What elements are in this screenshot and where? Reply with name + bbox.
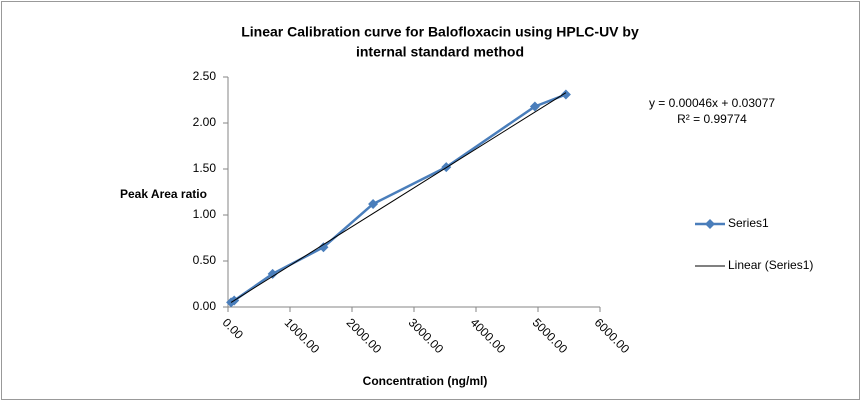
y-tick-label: 1.50: [193, 161, 217, 175]
data-point: [368, 198, 379, 209]
legend-marker: [705, 219, 715, 229]
series-line: [230, 92, 567, 303]
y-tick-label: 1.00: [193, 207, 217, 221]
chart-title: internal standard method: [356, 44, 524, 60]
y-tick-label: 2.50: [193, 69, 217, 83]
chart-title: Linear Calibration curve for Balofloxaci…: [241, 24, 639, 40]
y-axis-title: Peak Area ratio: [120, 187, 207, 201]
data-point: [529, 101, 540, 112]
trend-equation: y = 0.00046x + 0.03077: [649, 96, 775, 110]
y-tick-label: 0.00: [193, 299, 217, 313]
data-point: [318, 242, 329, 253]
x-axis-title: Concentration (ng/ml): [363, 374, 488, 388]
data-point: [267, 268, 278, 279]
data-point: [560, 89, 571, 100]
trend-r-squared: R² = 0.99774: [677, 112, 747, 126]
legend-label: Linear (Series1): [728, 258, 813, 272]
legend-label: Series1: [728, 216, 769, 230]
y-tick-label: 0.50: [193, 253, 217, 267]
y-tick-label: 2.00: [193, 115, 217, 129]
